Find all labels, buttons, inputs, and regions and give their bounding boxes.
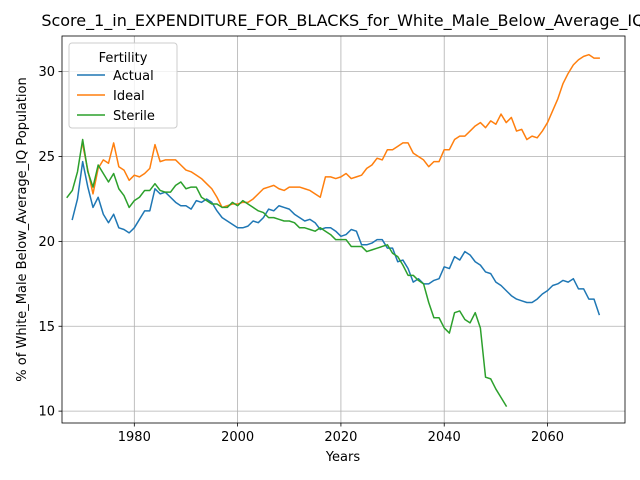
y-tick-label: 10 xyxy=(38,405,55,420)
legend-label-sterile: Sterile xyxy=(113,109,155,124)
plot-frame xyxy=(61,35,626,424)
grid xyxy=(62,36,625,423)
x-tick-label: 2040 xyxy=(428,430,461,445)
series-line-sterile xyxy=(66,138,508,408)
series-layer xyxy=(66,53,601,408)
x-tick-label: 2020 xyxy=(324,430,357,445)
x-tick-label: 1980 xyxy=(118,430,151,445)
y-tick-label: 15 xyxy=(38,320,55,335)
y-axis-label: % of White_Male Below_Average_IQ Populat… xyxy=(15,77,30,381)
y-tick-label: 20 xyxy=(38,235,55,250)
x-axis: 1980 2000 2020 2040 2060 xyxy=(118,423,564,445)
legend-box xyxy=(68,42,178,129)
y-tick-label: 30 xyxy=(38,65,55,80)
legend-label-actual: Actual xyxy=(113,69,154,84)
y-tick-label: 25 xyxy=(38,150,55,165)
chart-title: Score_1_in_EXPENDITURE_FOR_BLACKS_for_Wh… xyxy=(41,11,640,31)
x-tick-label: 2000 xyxy=(221,430,254,445)
x-tick-label: 2060 xyxy=(531,430,564,445)
legend-label-ideal: Ideal xyxy=(113,89,145,104)
series-line-actual xyxy=(71,160,601,316)
legend: Fertility Actual Ideal Sterile xyxy=(68,42,178,129)
y-axis: 10 15 20 25 30 xyxy=(38,65,62,420)
series-line-ideal xyxy=(81,53,600,209)
x-axis-label: Years xyxy=(325,450,361,465)
legend-title: Fertility xyxy=(99,51,148,66)
legend-entries: Actual Ideal Sterile xyxy=(77,69,155,124)
